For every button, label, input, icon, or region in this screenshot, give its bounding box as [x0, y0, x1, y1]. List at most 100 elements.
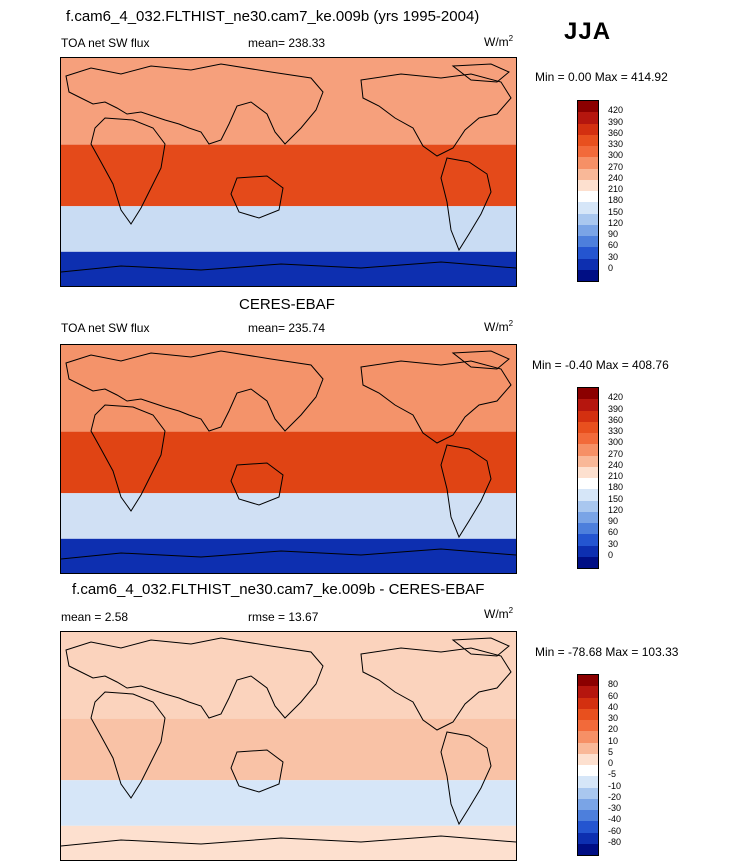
field-band-north — [61, 632, 516, 719]
colorbar-segment — [578, 765, 598, 777]
colorbar-level-label: 420 — [608, 392, 624, 403]
panel-2-units: W/m2 — [484, 319, 514, 334]
coastline — [451, 63, 510, 83]
colorbar-level-label: 240 — [608, 172, 624, 183]
colorbar-segment — [578, 444, 598, 456]
field-band-southern — [61, 780, 516, 826]
coastline — [360, 73, 512, 157]
colorbar-level-label: 150 — [608, 493, 624, 504]
colorbar-level-label: 180 — [608, 195, 624, 206]
panel-3-colorbar-labels: 80 60 40 30 20 10 5 0 -5 -10 -20 -30 -40 -60 -80 — [608, 674, 648, 854]
colorbar-segment — [578, 269, 598, 281]
colorbar-segment — [578, 157, 598, 169]
colorbar-segment — [578, 753, 598, 765]
colorbar-segment — [578, 399, 598, 411]
colorbar-level-label: 60 — [608, 240, 619, 251]
colorbar-level-label: 40 — [608, 701, 619, 712]
panel-2-variable-label: TOA net SW flux — [61, 321, 150, 335]
colorbar-segment — [578, 134, 598, 146]
colorbar-level-label: 20 — [608, 724, 619, 735]
colorbar-level-label: 80 — [608, 679, 619, 690]
coastline — [451, 350, 510, 370]
colorbar-segment — [578, 421, 598, 433]
colorbar-segment — [578, 258, 598, 270]
map-field-svg — [61, 345, 516, 573]
colorbar-segment — [578, 776, 598, 788]
panel-1-units: W/m2 — [484, 34, 514, 49]
colorbar-level-label: 270 — [608, 448, 624, 459]
colorbar-segment — [578, 556, 598, 568]
colorbar-level-label: 240 — [608, 459, 624, 470]
panel-2-mean-label: mean= 235.74 — [248, 321, 326, 335]
coastline — [90, 404, 166, 512]
field-band-antarctic — [61, 251, 516, 286]
coastline — [360, 360, 512, 444]
colorbar-level-label: -80 — [608, 836, 622, 847]
colorbar-level-label: 390 — [608, 403, 624, 414]
colorbar-segment — [578, 708, 598, 720]
colorbar-level-label: 5 — [608, 746, 614, 757]
colorbar-level-label: -20 — [608, 791, 622, 802]
coastline — [65, 350, 324, 432]
colorbar-level-label: 360 — [608, 127, 624, 138]
colorbar-segment — [578, 455, 598, 467]
colorbar-segment — [578, 478, 598, 490]
colorbar-segment — [578, 545, 598, 557]
colorbar-level-label: 30 — [608, 538, 619, 549]
colorbar-segment — [578, 213, 598, 225]
colorbar-segment — [578, 821, 598, 833]
colorbar-level-label: -10 — [608, 780, 622, 791]
coastline — [451, 637, 510, 657]
colorbar-segment — [578, 843, 598, 855]
coastline — [440, 157, 492, 252]
panel-3-mean-label: mean = 2.58 — [61, 610, 129, 624]
colorbar-level-label: 10 — [608, 735, 619, 746]
colorbar-level-label: 210 — [608, 471, 624, 481]
antarctica-coastline — [61, 261, 516, 273]
colorbar-segment — [578, 500, 598, 512]
colorbar-level-label: 420 — [608, 105, 624, 116]
panel-2-title: CERES-EBAF — [239, 296, 335, 313]
antarctica-coastline — [61, 548, 516, 560]
colorbar-segment — [578, 112, 598, 124]
panel-2-colorbar — [577, 387, 599, 569]
antarctica-coastline — [61, 835, 516, 847]
panel-1-title: f.cam6_4_032.FLTHIST_ne30.cam7_ke.009b (… — [66, 8, 480, 25]
panel-2-map — [60, 344, 517, 574]
colorbar-level-label: 300 — [608, 150, 624, 161]
coastline — [230, 749, 284, 793]
colorbar-segment — [578, 191, 598, 203]
coastline — [65, 637, 324, 719]
panel-3-colorbar — [577, 674, 599, 856]
field-band-tropics — [61, 431, 516, 494]
panel-2-colorbar-labels: 420 390 360 330 300 270 240 210 180 150 120 90 60 30 0 — [608, 387, 648, 567]
colorbar-level-label: 60 — [608, 527, 619, 538]
coastline — [440, 444, 492, 539]
panel-3-units: W/m2 — [484, 606, 514, 621]
panel-1-colorbar-labels: 420 390 360 330 300 270 240 210 180 150 120 90 60 30 0 — [608, 100, 648, 280]
field-band-tropics — [61, 144, 516, 207]
colorbar-segment — [578, 731, 598, 743]
season-label: JJA — [564, 18, 612, 45]
map-field-svg — [61, 632, 516, 860]
colorbar-level-label: 30 — [608, 713, 619, 723]
panel-1-variable-label: TOA net SW flux — [61, 36, 150, 50]
colorbar-level-label: 330 — [608, 426, 624, 436]
panel-3-rmse-label: rmse = 13.67 — [248, 610, 319, 624]
coastline — [360, 647, 512, 731]
colorbar-level-label: 390 — [608, 116, 624, 127]
colorbar-level-label: 360 — [608, 414, 624, 425]
colorbar-level-label: 0 — [608, 549, 614, 560]
colorbar-segment — [578, 433, 598, 445]
panel-1-map — [60, 57, 517, 287]
colorbar-level-label: 210 — [608, 184, 624, 194]
colorbar-level-label: 30 — [608, 251, 619, 262]
colorbar-segment — [578, 202, 598, 214]
field-band-tropics — [61, 718, 516, 781]
colorbar-segment — [578, 466, 598, 478]
field-band-southern — [61, 493, 516, 539]
panel-3-map — [60, 631, 517, 861]
panel-1-colorbar — [577, 100, 599, 282]
colorbar-segment — [578, 697, 598, 709]
colorbar-segment — [578, 179, 598, 191]
